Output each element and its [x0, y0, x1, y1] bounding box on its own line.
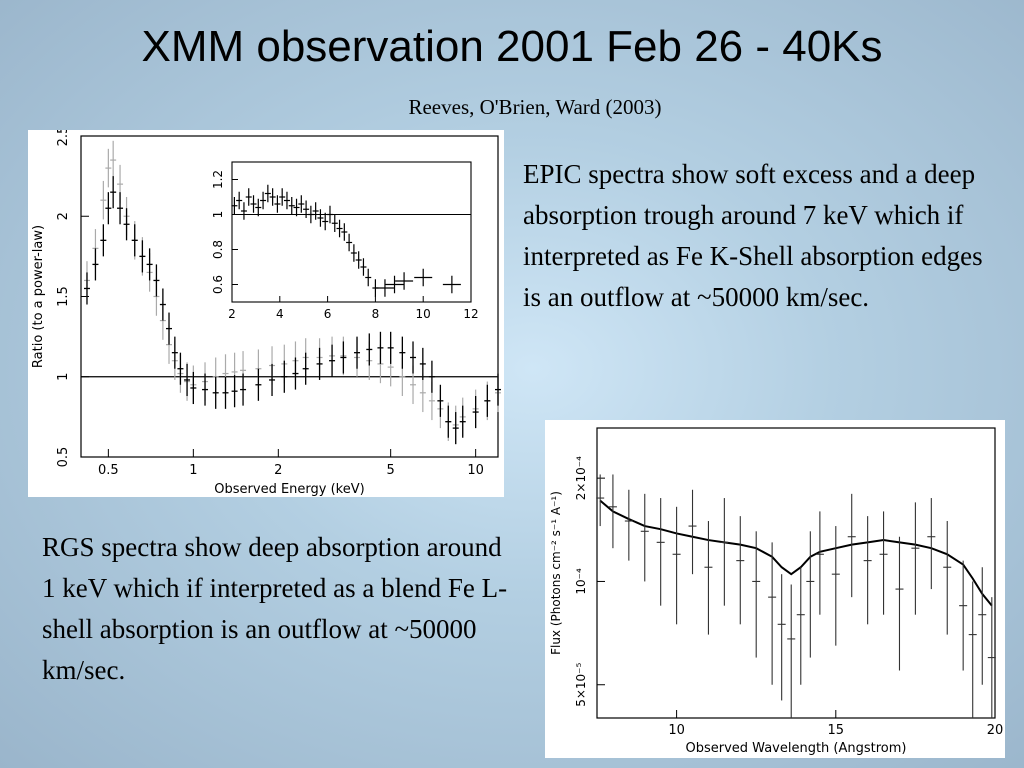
rgs-chart: 10 15 20 2×10⁻⁴ 10⁻⁴ 5×10⁻⁵ Observed Wavelengt… — [549, 427, 1004, 756]
inset-y-tick-label: 1 — [211, 211, 225, 219]
rgs-y-tick-label: 2×10⁻⁴ — [574, 456, 588, 500]
rgs-x-tick-label: 20 — [987, 723, 1004, 738]
epic-chart-panel: 0.5 1 2 5 10 0.5 1 1.5 2 2.5 Observed Energy (keV)… — [28, 126, 504, 497]
x-tick-label: 10 — [467, 463, 484, 478]
rgs-y-tick-label: 10⁻⁴ — [574, 568, 588, 595]
y-tick-label: 1 — [56, 373, 71, 381]
y-tick-label: 2.5 — [56, 130, 71, 146]
slide-subtitle: Reeves, O'Brien, Ward (2003) — [408, 95, 662, 119]
x-tick-label: 2 — [274, 463, 282, 478]
y-axis-label: Ratio (to a power-law) — [31, 225, 46, 368]
rgs-y-axis-label: Flux (Photons cm⁻² s⁻¹ A⁻¹) — [549, 491, 563, 655]
inset-x-tick-label: 12 — [463, 307, 478, 321]
rgs-model-line — [599, 499, 993, 607]
inset-frame — [231, 161, 472, 303]
inset-x-tick-label: 8 — [372, 307, 380, 321]
epic-description: EPIC spectra show soft excess and a deep… — [523, 159, 983, 312]
rgs-x-axis-label: Observed Wavelength (Angstrom) — [686, 741, 907, 756]
inset-x-tick-label: 10 — [416, 307, 431, 321]
inset-x-tick-label: 6 — [324, 307, 332, 321]
rgs-chart-panel: 10 15 20 2×10⁻⁴ 10⁻⁴ 5×10⁻⁵ Observed Wavelengt… — [545, 420, 1005, 758]
inset-y-tick-label: 0.8 — [211, 240, 225, 259]
y-tick-label: 0.5 — [56, 447, 71, 468]
rgs-x-tick-label: 15 — [828, 723, 845, 738]
inset-y-tick-label: 1.2 — [211, 170, 225, 189]
y-tick-label: 1.5 — [56, 286, 71, 307]
rgs-plot-frame — [596, 427, 996, 719]
rgs-x-tick-label: 10 — [668, 723, 685, 738]
inset-y-tick-label: 0.6 — [211, 275, 225, 294]
inset-x-tick-label: 2 — [228, 307, 236, 321]
rgs-description: RGS spectra show deep absorption around … — [42, 532, 508, 685]
y-tick-label: 2 — [56, 212, 71, 220]
x-tick-label: 5 — [387, 463, 395, 478]
x-tick-label: 1 — [189, 463, 197, 478]
x-tick-label: 0.5 — [98, 463, 119, 478]
slide-title: XMM observation 2001 Feb 26 - 40Ks — [141, 22, 883, 71]
inset-x-tick-label: 4 — [276, 307, 284, 321]
rgs-y-tick-label: 5×10⁻⁵ — [574, 663, 588, 707]
x-axis-label: Observed Energy (keV) — [214, 482, 364, 497]
